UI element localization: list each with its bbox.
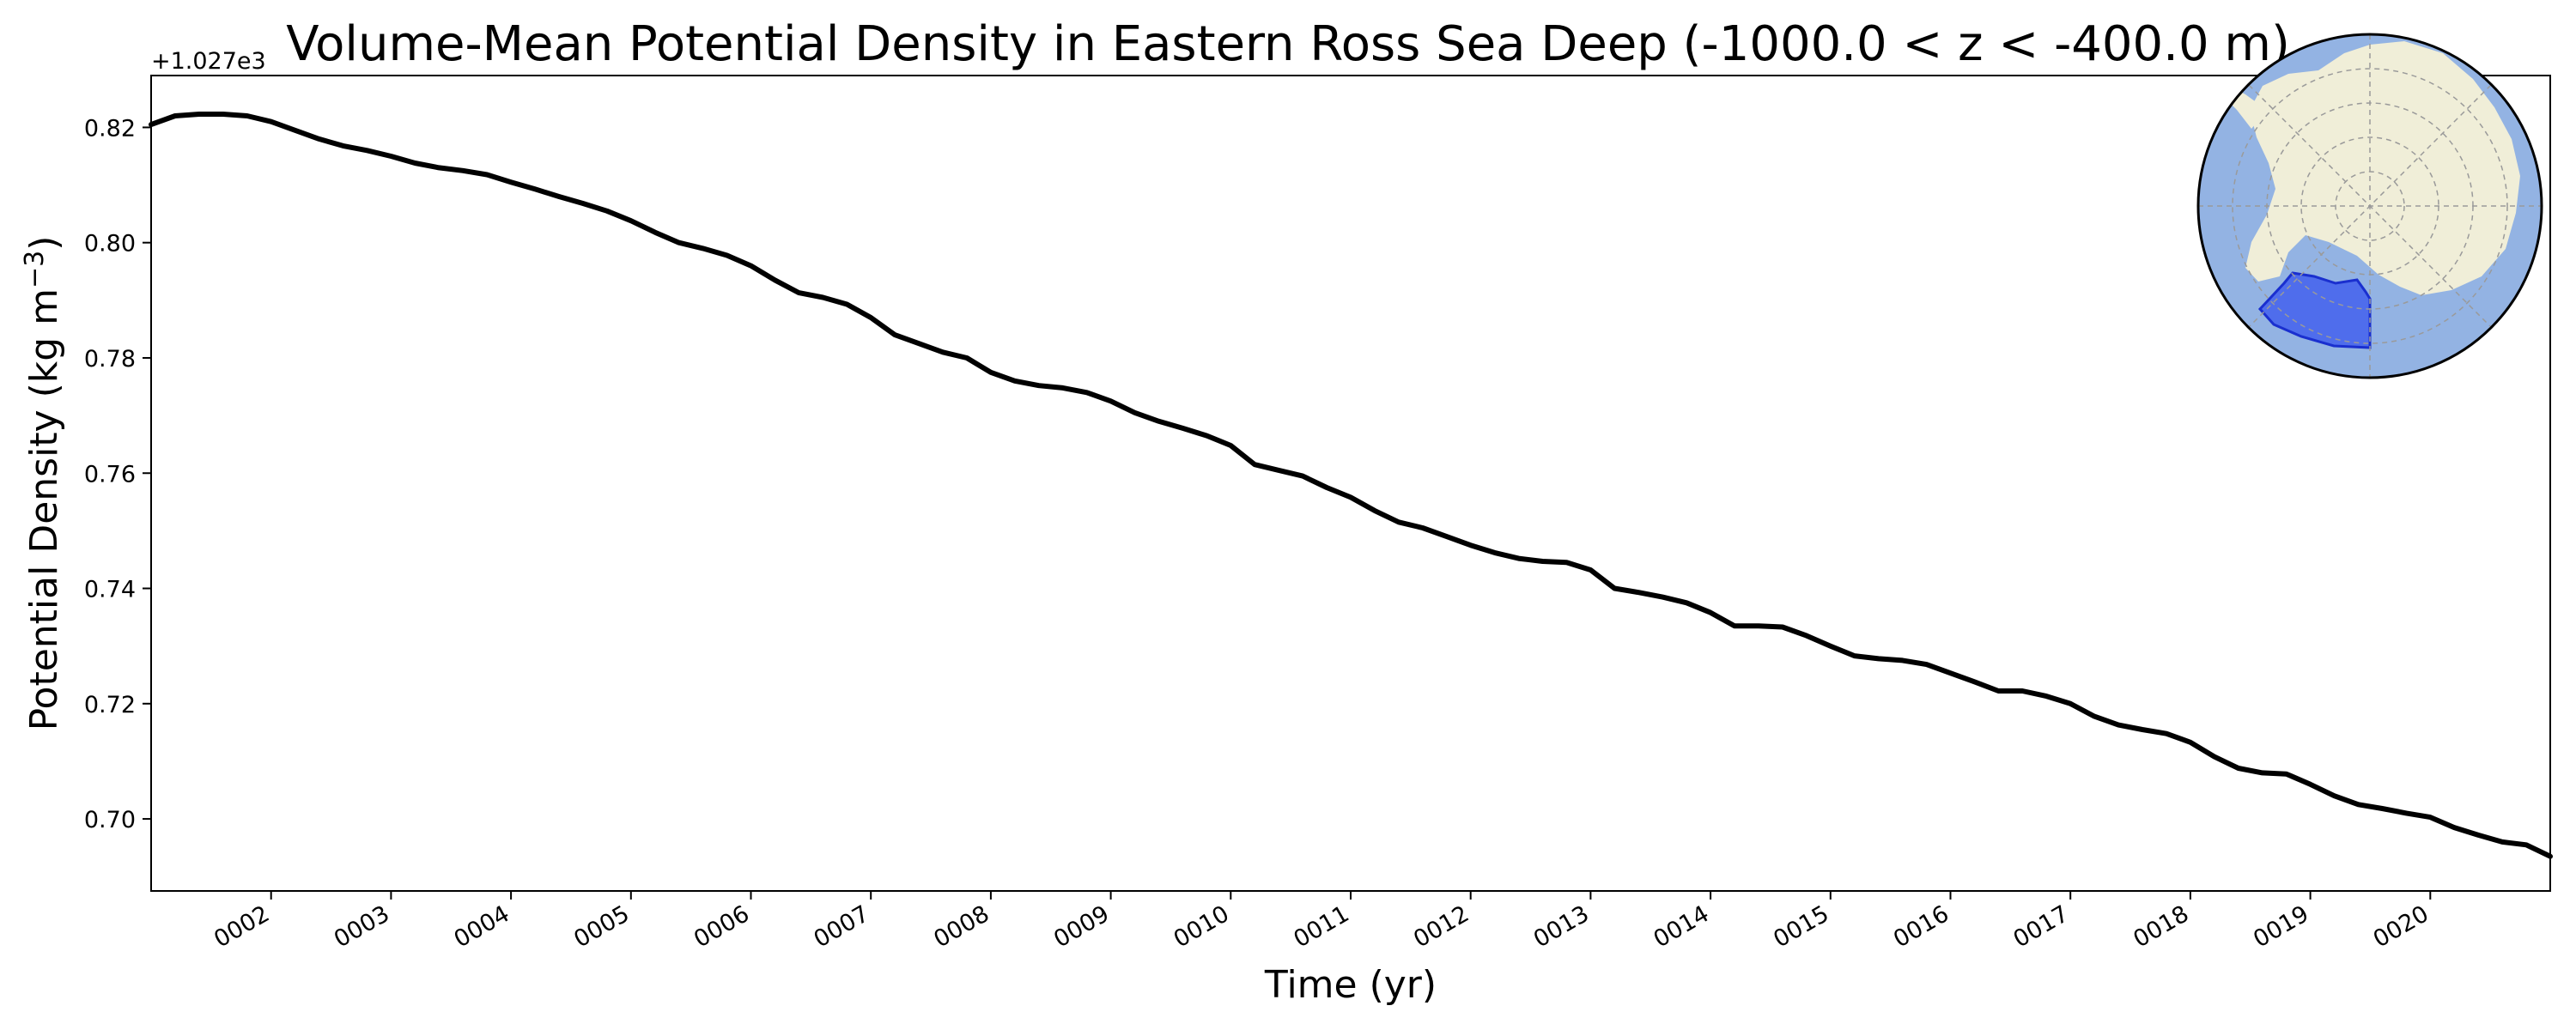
y-tick-label: 0.74 xyxy=(84,577,136,603)
y-axis-label-close: ) xyxy=(22,236,66,251)
y-axis-label-main: Potential Density (kg m xyxy=(22,288,66,730)
antarctica-inset-map xyxy=(2196,33,2543,379)
y-tick-label: 0.72 xyxy=(84,692,136,718)
axes-frame xyxy=(150,75,2551,892)
y-tick-label: 0.82 xyxy=(84,115,136,142)
inset-graticule xyxy=(2198,34,2542,378)
y-tick-label: 0.78 xyxy=(84,346,136,373)
y-tick-label: 0.76 xyxy=(84,461,136,488)
y-tick-label: 0.80 xyxy=(84,231,136,258)
y-tick-label: 0.70 xyxy=(84,807,136,833)
y-offset-label: +1.027e3 xyxy=(151,48,266,75)
antarctica-landmass xyxy=(2245,41,2520,295)
y-axis-label-superscript: −3 xyxy=(20,251,50,288)
y-axis-ticks: 0.70 0.72 0.74 0.76 0.78 0.80 0.82 xyxy=(84,115,151,833)
density-series-line xyxy=(149,112,2553,859)
chart-title: Volume-Mean Potential Density in Eastern… xyxy=(286,16,2290,72)
x-axis-label: Time (yr) xyxy=(1264,963,1437,1007)
inset-border xyxy=(2196,33,2543,379)
y-axis-label: Potential Density (kg m−3) xyxy=(20,236,66,731)
